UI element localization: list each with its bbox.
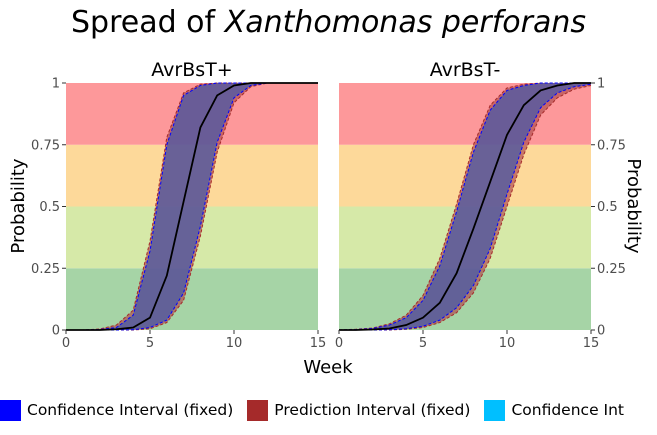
x-tick-label: 15 [310,336,327,351]
y-tick-label: 1 [52,77,60,92]
title-species: Xanthomonas perforans [224,5,586,40]
x-tick-label: 5 [419,336,427,351]
y-axis-title-right: Probability [623,158,644,253]
y-tick-label-right: 1 [597,77,605,92]
y-tick-label-right: 0.25 [597,262,626,277]
panel-label: AvrBsT- [430,59,501,81]
legend-key [484,399,506,421]
y-tick-label-right: 0 [597,324,605,339]
legend-item-3: Confidence Int [484,399,625,421]
background-band-1 [66,268,318,330]
legend-label: Confidence Int [511,401,625,419]
fitted-line [339,82,591,331]
panel-label: AvrBsT+ [151,59,232,81]
legend-key [0,399,21,421]
x-tick-label: 0 [62,336,70,351]
y-tick-label-right: 0.75 [597,138,626,153]
confidence-interval-upper [338,82,591,331]
x-tick-label: 10 [499,336,516,351]
y-axis-title-left: Probability [8,158,29,253]
y-tick-label: 0.75 [31,138,60,153]
y-tick-label-right: 0.5 [597,200,618,215]
chart-legend: Confidence Interval (fixed) Prediction In… [0,398,638,422]
y-tick-label: 0.5 [39,200,60,215]
chart-title: Spread of Xanthomonas perforans [0,2,657,44]
legend-label: Prediction Interval (fixed) [274,401,471,419]
prediction-interval-upper [338,82,591,331]
legend-label: Confidence Interval (fixed) [27,401,234,419]
x-tick-label: 15 [583,336,600,351]
fitted-line [66,82,318,331]
legend-item-1: Confidence Interval (fixed) [0,399,234,421]
confidence-interval-band [339,83,591,330]
y-tick-label: 0 [52,324,60,339]
x-tick-label: 5 [146,336,154,351]
panel-1: 0 5 10 15 0 0.25 0.5 0.75 1 AvrBsT+ [31,59,326,351]
title-prefix: Spread of [71,5,225,40]
confidence-interval-band [66,83,318,330]
x-tick-label: 10 [226,336,243,351]
x-axis-title: Week [303,357,353,378]
legend-key [247,399,269,421]
legend-item-2: Prediction Interval (fixed) [247,399,471,421]
x-tick-label: 0 [335,336,343,351]
y-tick-label: 0.25 [31,262,60,277]
